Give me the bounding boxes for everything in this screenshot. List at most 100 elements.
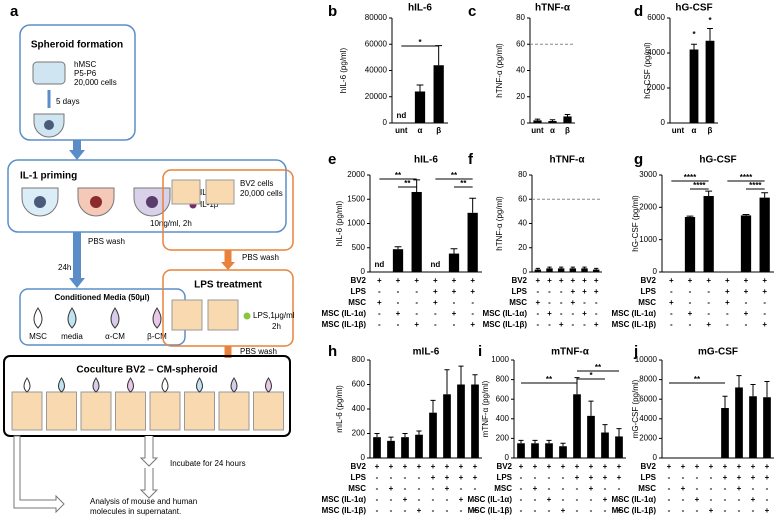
significance-label: **** bbox=[749, 181, 762, 190]
y-tick-label: 0 bbox=[383, 118, 388, 127]
condition-mark: - bbox=[560, 287, 563, 296]
condition-mark: + bbox=[417, 462, 422, 471]
condition-mark: + bbox=[575, 462, 580, 471]
condition-mark: - bbox=[390, 506, 393, 515]
y-tick-label: 400 bbox=[496, 414, 510, 423]
condition-label: MSC (IL-1α) bbox=[322, 495, 367, 504]
condition-mark: + bbox=[669, 276, 674, 285]
panel-label: i bbox=[478, 343, 482, 360]
text: Analysis of mouse and human bbox=[90, 497, 197, 506]
y-tick-label: 3000 bbox=[639, 170, 657, 179]
condition-label: MSC (IL-1α) bbox=[483, 309, 528, 318]
panel-label: j bbox=[633, 343, 638, 360]
condition-mark: - bbox=[534, 495, 537, 504]
x-tick-label: unt bbox=[531, 126, 544, 135]
error-bar bbox=[394, 246, 402, 250]
y-tick-label: 0 bbox=[653, 267, 658, 276]
condition-mark: + bbox=[589, 484, 594, 493]
condition-mark: + bbox=[445, 473, 450, 482]
condition-mark: - bbox=[726, 320, 729, 329]
bar bbox=[581, 268, 588, 272]
cylinders bbox=[11, 377, 284, 431]
condition-label: BV2 bbox=[640, 462, 656, 471]
condition-mark: + bbox=[431, 462, 436, 471]
condition-mark: - bbox=[696, 484, 699, 493]
condition-mark: - bbox=[670, 309, 673, 318]
significance-label: * bbox=[418, 38, 422, 47]
y-tick-label: 4000 bbox=[647, 48, 665, 57]
y-tick-label: 0 bbox=[653, 453, 658, 462]
condition-mark: - bbox=[590, 506, 593, 515]
significance-label: **** bbox=[693, 181, 706, 190]
condition-mark: - bbox=[590, 495, 593, 504]
condition-mark: - bbox=[689, 287, 692, 296]
error-bar bbox=[534, 118, 541, 121]
spheroid bbox=[90, 196, 102, 208]
condition-mark: - bbox=[595, 298, 598, 307]
significance-label: * bbox=[708, 16, 712, 25]
text: 5 days bbox=[56, 97, 80, 106]
condition-mark: + bbox=[762, 320, 767, 329]
cylinder bbox=[184, 391, 215, 431]
text: Incubate for 24 hours bbox=[170, 459, 246, 468]
panel-label: f bbox=[468, 151, 474, 168]
condition-mark: + bbox=[445, 462, 450, 471]
condition-mark: + bbox=[433, 276, 438, 285]
bar bbox=[533, 120, 542, 123]
error-bar bbox=[742, 213, 750, 216]
condition-mark: + bbox=[396, 276, 401, 285]
y-tick-label: 2000 bbox=[639, 434, 657, 443]
condition-mark: + bbox=[570, 298, 575, 307]
condition-mark: + bbox=[570, 276, 575, 285]
condition-mark: + bbox=[695, 462, 700, 471]
condition-mark: - bbox=[562, 484, 565, 493]
significance-label: ** bbox=[595, 363, 602, 372]
condition-label: MSC bbox=[494, 484, 512, 493]
bar bbox=[545, 443, 553, 458]
y-axis-label: hTNF-α (pg/ml) bbox=[495, 196, 504, 251]
error-bar bbox=[416, 84, 424, 92]
condition-mark: - bbox=[763, 298, 766, 307]
condition-mark: + bbox=[603, 495, 608, 504]
condition-mark: + bbox=[389, 462, 394, 471]
error-bar bbox=[430, 399, 436, 413]
condition-mark: + bbox=[751, 462, 756, 471]
drop bbox=[33, 307, 43, 329]
y-tick-label: 200 bbox=[352, 429, 366, 438]
condition-mark: - bbox=[562, 495, 565, 504]
condition-mark: + bbox=[681, 462, 686, 471]
error-bar bbox=[602, 424, 608, 433]
condition-mark: - bbox=[397, 298, 400, 307]
error-bar bbox=[546, 439, 552, 444]
condition-label: MSC (IL-1α) bbox=[612, 495, 657, 504]
condition-mark: + bbox=[582, 309, 587, 318]
condition-mark: + bbox=[459, 495, 464, 504]
condition-mark: + bbox=[681, 484, 686, 493]
condition-mark: - bbox=[724, 506, 727, 515]
chart-title: mIL-6 bbox=[413, 347, 440, 358]
condition-mark: - bbox=[618, 484, 621, 493]
condition-mark: - bbox=[548, 506, 551, 515]
condition-mark: - bbox=[571, 309, 574, 318]
y-tick-label: 0 bbox=[505, 453, 510, 462]
condition-mark: - bbox=[738, 506, 741, 515]
text: 10ng/ml, 2h bbox=[150, 219, 192, 228]
condition-mark: - bbox=[520, 484, 523, 493]
text: molecules in supernatant. bbox=[90, 507, 181, 516]
chart-title: mG-CSF bbox=[698, 347, 738, 358]
y-tick-label: 60 bbox=[518, 194, 527, 203]
condition-mark: - bbox=[474, 484, 477, 493]
condition-mark: + bbox=[765, 506, 770, 515]
condition-mark: + bbox=[669, 298, 674, 307]
error-bar bbox=[691, 43, 697, 50]
y-tick-label: 2000 bbox=[647, 83, 665, 92]
condition-mark: + bbox=[725, 287, 730, 296]
y-tick-label: 500 bbox=[352, 243, 366, 252]
condition-mark: + bbox=[725, 276, 730, 285]
error-bar bbox=[686, 215, 694, 218]
condition-mark: - bbox=[583, 298, 586, 307]
error-bar bbox=[574, 377, 580, 395]
condition-mark: - bbox=[604, 506, 607, 515]
condition-mark: + bbox=[594, 287, 599, 296]
arrow bbox=[69, 278, 85, 288]
